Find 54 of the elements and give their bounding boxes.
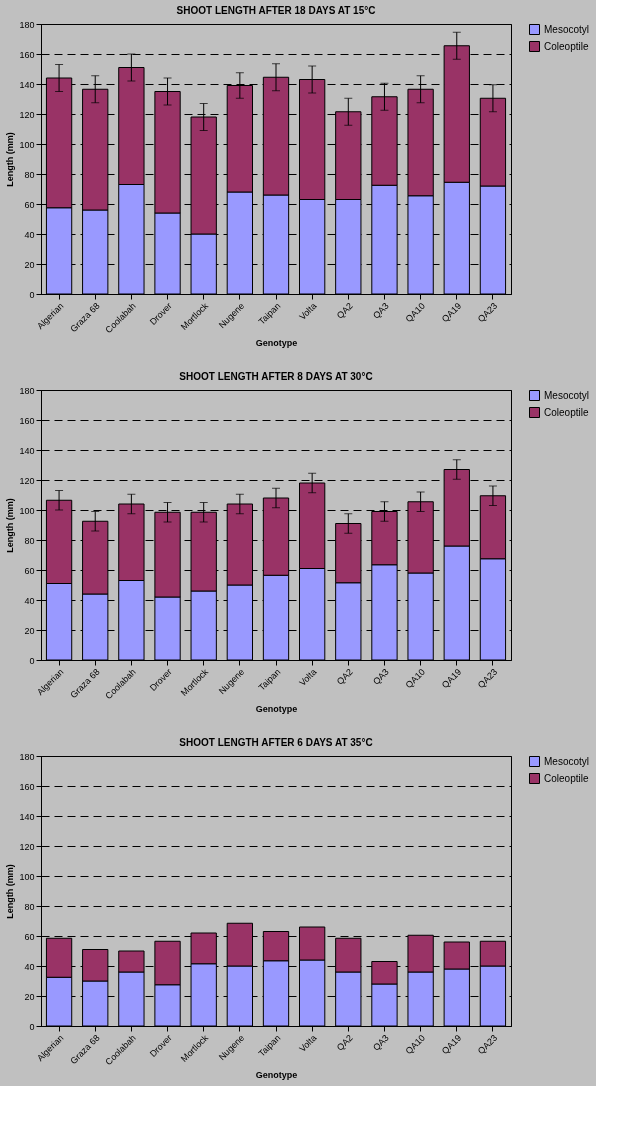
legend-label: Coleoptile bbox=[544, 40, 589, 52]
chart-title: SHOOT LENGTH AFTER 6 DAYS AT 35°C bbox=[179, 737, 373, 748]
y-tick-label: 0 bbox=[29, 289, 35, 300]
y-tick-label: 40 bbox=[24, 229, 35, 240]
x-tick-label: QA3 bbox=[371, 666, 391, 687]
y-tick-label: 160 bbox=[19, 781, 35, 792]
x-axis-title: Genotype bbox=[255, 704, 298, 715]
y-tick-label: 40 bbox=[24, 961, 35, 972]
y-tick-label: 20 bbox=[24, 259, 35, 270]
y-tick-label: 60 bbox=[24, 565, 35, 576]
x-tick-label: QA3 bbox=[371, 300, 391, 321]
y-tick-label: 100 bbox=[19, 871, 35, 882]
chart-title: SHOOT LENGTH AFTER 18 DAYS AT 15°C bbox=[176, 5, 376, 16]
y-tick-label: 140 bbox=[19, 811, 35, 822]
legend-label: Coleoptile bbox=[544, 772, 589, 784]
y-tick-label: 120 bbox=[19, 475, 35, 486]
x-tick-label: QA2 bbox=[334, 1032, 355, 1053]
y-tick-label: 60 bbox=[24, 931, 35, 942]
chart-title: SHOOT LENGTH AFTER 8 DAYS AT 30°C bbox=[179, 371, 373, 382]
y-tick-label: 180 bbox=[19, 385, 35, 396]
y-tick-label: 120 bbox=[19, 841, 35, 852]
x-tick-label: Volta bbox=[297, 1032, 319, 1055]
y-tick-label: 80 bbox=[24, 169, 35, 180]
y-tick-label: 140 bbox=[19, 445, 35, 456]
x-tick-label: QA3 bbox=[371, 1032, 391, 1053]
y-tick-label: 60 bbox=[24, 199, 35, 210]
y-tick-label: 40 bbox=[24, 595, 35, 606]
y-tick-label: 0 bbox=[29, 655, 35, 666]
y-tick-label: 0 bbox=[29, 1021, 35, 1032]
y-tick-label: 180 bbox=[19, 19, 35, 30]
legend-label: Mesocotyl bbox=[544, 23, 590, 35]
x-tick-label: Volta bbox=[297, 300, 319, 323]
x-axis-title: Genotype bbox=[255, 1070, 298, 1081]
legend-label: Mesocotyl bbox=[544, 755, 590, 767]
y-tick-label: 160 bbox=[19, 49, 35, 60]
y-tick-label: 80 bbox=[24, 901, 35, 912]
y-tick-label: 20 bbox=[24, 625, 35, 636]
y-tick-label: 120 bbox=[19, 109, 35, 120]
y-tick-label: 20 bbox=[24, 991, 35, 1002]
y-axis-title: Length (mm) bbox=[5, 132, 16, 187]
x-tick-label: Volta bbox=[297, 666, 319, 689]
y-axis-title: Length (mm) bbox=[5, 864, 16, 919]
y-tick-label: 100 bbox=[19, 139, 35, 150]
x-tick-label: QA2 bbox=[334, 300, 355, 321]
y-tick-label: 100 bbox=[19, 505, 35, 516]
x-tick-label: QA2 bbox=[334, 666, 355, 687]
x-axis-title: Genotype bbox=[255, 338, 298, 349]
legend-label: Mesocotyl bbox=[544, 389, 590, 401]
y-axis-title: Length (mm) bbox=[5, 498, 16, 553]
y-tick-label: 160 bbox=[19, 415, 35, 426]
y-tick-label: 80 bbox=[24, 535, 35, 546]
y-tick-label: 180 bbox=[19, 751, 35, 762]
legend-label: Coleoptile bbox=[544, 406, 589, 418]
y-tick-label: 140 bbox=[19, 79, 35, 90]
